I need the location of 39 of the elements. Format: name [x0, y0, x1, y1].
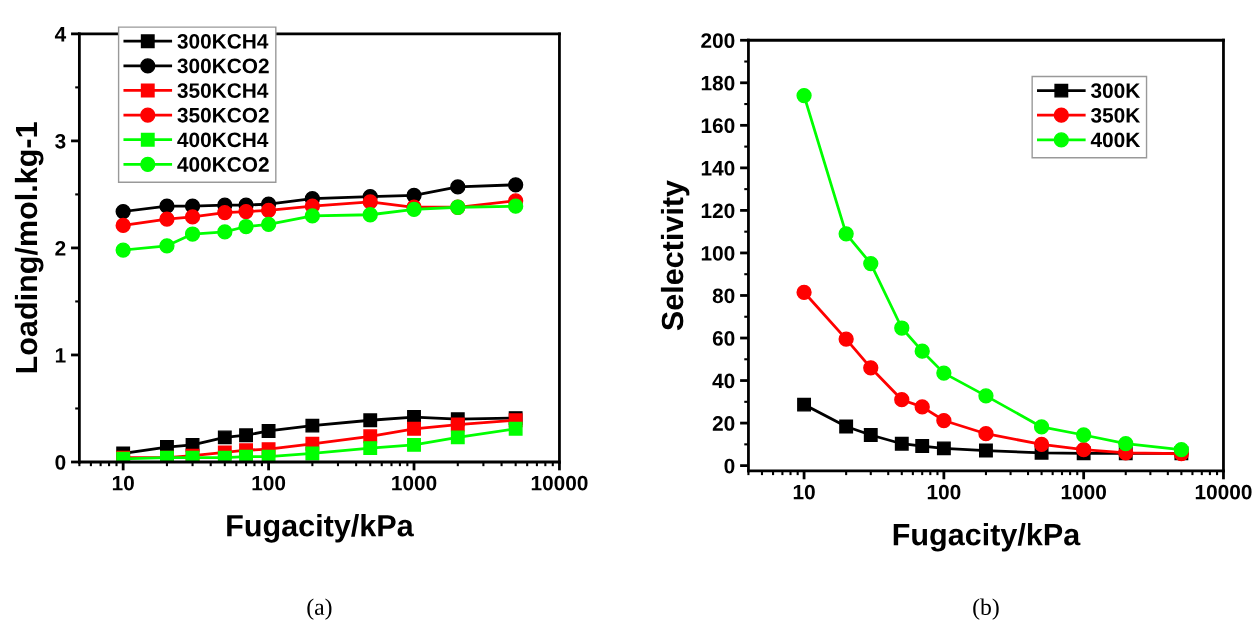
y-tick-label: 140: [701, 160, 735, 176]
y-tick-label: 200: [701, 33, 735, 49]
legend-label: 300KCH4: [177, 33, 269, 49]
legend-label: 300K: [1090, 83, 1141, 99]
y-tick-label: 4: [54, 27, 67, 42]
y-tick-label: 0: [55, 455, 66, 470]
x-axis-title: Fugacity/kPa: [227, 514, 414, 543]
x-tick-label: 100: [252, 475, 286, 491]
y-tick-label: 20: [712, 416, 735, 431]
y-tick-label: 40: [712, 373, 735, 389]
y-tick-label: 160: [701, 118, 735, 134]
legend-label: 400K: [1090, 132, 1141, 148]
y-tick-label: 1: [55, 348, 66, 363]
y-tick-label: 2: [55, 240, 66, 256]
x-tick-label: 1000: [392, 475, 437, 491]
x-tick-label: 1000: [1061, 484, 1106, 500]
y-axis-title: Selectivity: [660, 180, 690, 331]
legend-label: 350K: [1090, 107, 1141, 123]
legend-label: 400KCH4: [177, 132, 269, 148]
legend-label: 400KCO2: [177, 157, 269, 172]
y-tick-label: 100: [701, 245, 735, 261]
y-tick-label: 3: [55, 133, 66, 149]
legend-label: 350KCO2: [177, 107, 269, 123]
y-axis-title: Loading/mol.kg-1: [14, 122, 44, 373]
legend-label: 350KCH4: [177, 83, 269, 98]
text: (b): [973, 598, 999, 620]
x-tick-label: 10: [112, 475, 134, 491]
text: (a): [307, 598, 332, 620]
y-tick-label: 180: [701, 75, 735, 91]
x-axis-title: Fugacity/kPa: [893, 523, 1081, 552]
y-tick-label: 60: [712, 331, 735, 346]
x-tick-label: 10000: [531, 475, 588, 491]
x-tick-label: 10: [793, 484, 815, 500]
y-tick-label: 0: [724, 458, 735, 474]
legend-label: 300KCO2: [177, 58, 269, 74]
y-tick-label: 80: [712, 288, 735, 304]
x-tick-label: 100: [927, 484, 961, 500]
y-tick-label: 120: [701, 203, 735, 219]
x-tick-label: 10000: [1195, 484, 1252, 500]
